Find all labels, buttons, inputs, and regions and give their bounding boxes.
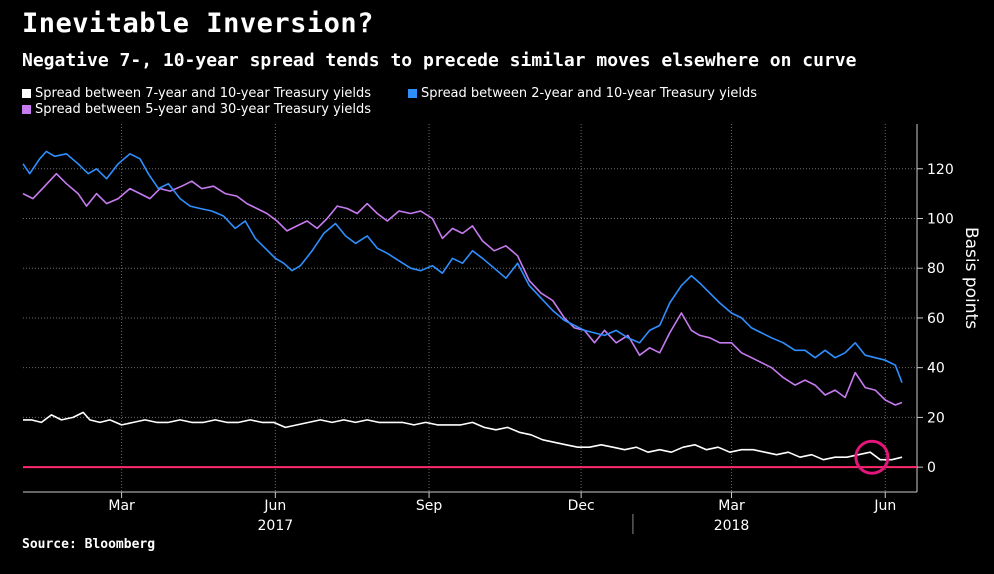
x-year-label: 2017 bbox=[258, 518, 294, 534]
y-tick-label: 20 bbox=[927, 410, 945, 426]
source-note: Source: Bloomberg bbox=[22, 537, 155, 552]
y-tick-label: 120 bbox=[927, 162, 954, 178]
highlight-circle bbox=[856, 441, 888, 473]
series-line-5y30y bbox=[23, 174, 902, 405]
x-tick-label: Mar bbox=[718, 498, 745, 514]
x-tick-label: Jun bbox=[263, 498, 286, 514]
x-year-label: 2018 bbox=[714, 518, 750, 534]
series-line-7y10y bbox=[23, 412, 902, 459]
y-axis-title: Basis points bbox=[961, 227, 981, 329]
y-tick-label: 0 bbox=[927, 460, 936, 476]
y-tick-label: 60 bbox=[927, 311, 945, 327]
y-tick-label: 40 bbox=[927, 361, 945, 377]
x-tick-label: Mar bbox=[108, 498, 135, 514]
y-tick-label: 80 bbox=[927, 261, 945, 277]
x-tick-label: Jun bbox=[873, 498, 896, 514]
y-tick-label: 100 bbox=[927, 211, 954, 227]
series-line-2y10y bbox=[23, 151, 902, 382]
x-tick-label: Dec bbox=[568, 498, 595, 514]
x-tick-label: Sep bbox=[416, 498, 443, 514]
chart-plot: 0 20 40 60 80 100 120 Mar Jun Sep Dec Mar Jun 2017 201… bbox=[0, 0, 994, 574]
